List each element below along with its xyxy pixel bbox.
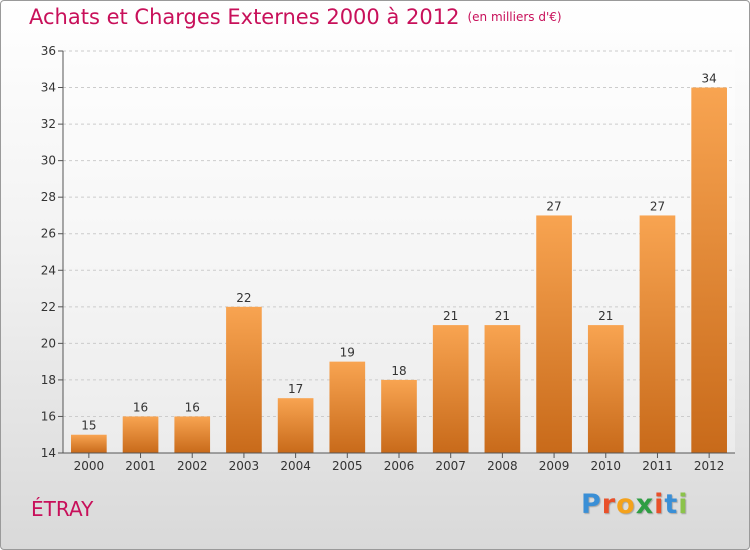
y-tick-label: 28 (41, 190, 56, 204)
x-tick-label: 2011 (642, 459, 673, 473)
bar (639, 215, 676, 453)
logo-letter: i (654, 489, 665, 520)
bar (174, 416, 211, 453)
bar (381, 379, 417, 453)
bar (226, 306, 262, 453)
bar-value-label: 27 (650, 199, 665, 213)
y-tick-label: 14 (41, 446, 56, 460)
bar-value-label: 18 (391, 364, 406, 378)
bar-value-label: 21 (495, 309, 510, 323)
x-tick-label: 2000 (74, 459, 105, 473)
x-tick-label: 2004 (280, 459, 311, 473)
logo-letter: P (581, 489, 602, 520)
bar-value-label: 22 (236, 291, 251, 305)
bar (484, 325, 521, 453)
x-tick-label: 2012 (694, 459, 725, 473)
bars (71, 87, 727, 453)
bar (691, 87, 727, 453)
bar (277, 398, 314, 453)
axes: 14 16 18 20 22 24 26 28 30 32 34 36 2000 2001 2002 2003… (41, 44, 735, 473)
x-tick-label: 2007 (435, 459, 466, 473)
x-tick-label: 2001 (125, 459, 156, 473)
logo-letter: i (678, 489, 689, 520)
x-tick-label: 2005 (332, 459, 363, 473)
y-tick-label: 24 (41, 263, 56, 277)
y-tick-label: 32 (41, 117, 56, 131)
bar (536, 215, 572, 453)
y-tick-label: 22 (41, 300, 56, 314)
y-tick-label: 20 (41, 336, 56, 350)
commune-name: ÉTRAY (31, 497, 94, 521)
bar-value-label: 16 (133, 400, 148, 414)
y-tick-label: 26 (41, 227, 56, 241)
x-tick-label: 2008 (487, 459, 518, 473)
chart-title: Achats et Charges Externes 2000 à 2012 (29, 5, 460, 29)
bar-value-label: 21 (598, 309, 613, 323)
logo-letter: r (601, 489, 617, 520)
bar (432, 325, 469, 453)
bar (329, 361, 366, 453)
bar-value-label: 21 (443, 309, 458, 323)
bar-value-label: 17 (288, 382, 303, 396)
bar-value-label: 16 (185, 400, 200, 414)
logo-letter: o (616, 489, 636, 520)
bar-value-label: 27 (546, 199, 561, 213)
bar (587, 325, 624, 453)
x-tick-label: 2006 (384, 459, 415, 473)
x-tick-label: 2003 (229, 459, 260, 473)
bar-value-label: 34 (702, 72, 717, 86)
y-tick-label: 34 (41, 81, 56, 95)
x-tick-label: 2009 (539, 459, 570, 473)
y-tick-label: 36 (41, 44, 56, 58)
chart-title-block: Achats et Charges Externes 2000 à 2012 (e… (29, 5, 562, 29)
bar-value-label: 15 (81, 419, 96, 433)
y-tick-label: 18 (41, 373, 56, 387)
bar (71, 434, 107, 453)
logo-letter: t (664, 489, 679, 520)
logo-letter: x (635, 489, 655, 520)
data-labels: 15 16 16 22 17 19 18 21 21 27 21 27 34 (81, 72, 717, 433)
bar (122, 416, 159, 453)
chart-unit: (en milliers d'€) (467, 10, 562, 24)
x-tick-label: 2010 (590, 459, 621, 473)
x-tick-label: 2002 (177, 459, 208, 473)
y-tick-label: 16 (41, 409, 56, 423)
bar-value-label: 19 (340, 346, 355, 360)
proxiti-logo: Proxiti (581, 489, 689, 520)
y-tick-label: 30 (41, 154, 56, 168)
